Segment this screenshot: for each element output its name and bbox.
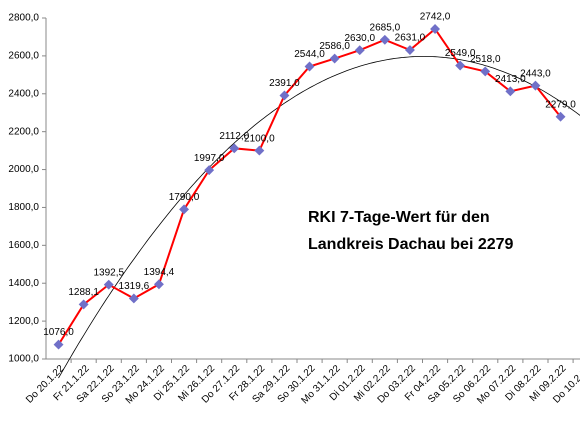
data-label: 1392,5: [93, 267, 124, 278]
marker: [254, 145, 265, 156]
data-label: 1319,6: [119, 281, 150, 292]
y-tick-label: 1800,0: [8, 202, 39, 213]
y-tick-label: 1000,0: [8, 354, 39, 365]
marker: [179, 204, 189, 215]
marker: [229, 143, 240, 154]
data-label: 2544,0: [294, 49, 325, 60]
data-label: 2631,0: [395, 33, 426, 44]
marker: [530, 80, 541, 91]
data-label: 2685,0: [370, 22, 401, 33]
data-label: 2443,0: [520, 68, 551, 79]
y-tick-label: 2000,0: [8, 164, 39, 175]
marker: [329, 53, 340, 64]
y-tick-label: 1400,0: [8, 278, 39, 289]
annotation: RKI 7-Tage-Wert für den: [308, 209, 490, 226]
data-label: 1790,0: [169, 192, 200, 203]
data-label: 2742,0: [420, 12, 451, 23]
data-label: 2100,0: [244, 133, 275, 144]
annotation: Landkreis Dachau bei 2279: [308, 236, 514, 253]
data-label: 1997,0: [194, 153, 225, 164]
data-label: 1076,0: [43, 327, 74, 338]
marker: [154, 279, 164, 290]
y-tick-label: 2800,0: [8, 13, 39, 24]
y-tick-label: 2200,0: [8, 126, 39, 137]
y-tick-label: 2600,0: [8, 51, 39, 62]
data-label: 1288,1: [68, 287, 99, 298]
y-tick-label: 1200,0: [8, 316, 39, 327]
marker: [354, 45, 365, 56]
marker: [379, 34, 390, 45]
data-label: 2586,0: [319, 41, 350, 52]
y-tick-label: 2400,0: [8, 88, 39, 99]
data-label: 2112,0: [219, 131, 249, 142]
data-label: 2391,0: [269, 78, 300, 89]
marker: [53, 339, 64, 350]
marker: [128, 293, 139, 304]
data-label: 2630,0: [344, 33, 375, 44]
y-tick-label: 1600,0: [8, 240, 39, 251]
data-label: 2549,0: [445, 48, 476, 59]
data-label: 2518,0: [470, 54, 501, 65]
data-label: 2279,0: [545, 99, 576, 110]
marker: [204, 165, 215, 176]
data-label: 2413,0: [495, 74, 526, 85]
trendline: [58, 56, 580, 379]
data-label: 1394,4: [144, 267, 175, 278]
marker: [555, 111, 566, 122]
